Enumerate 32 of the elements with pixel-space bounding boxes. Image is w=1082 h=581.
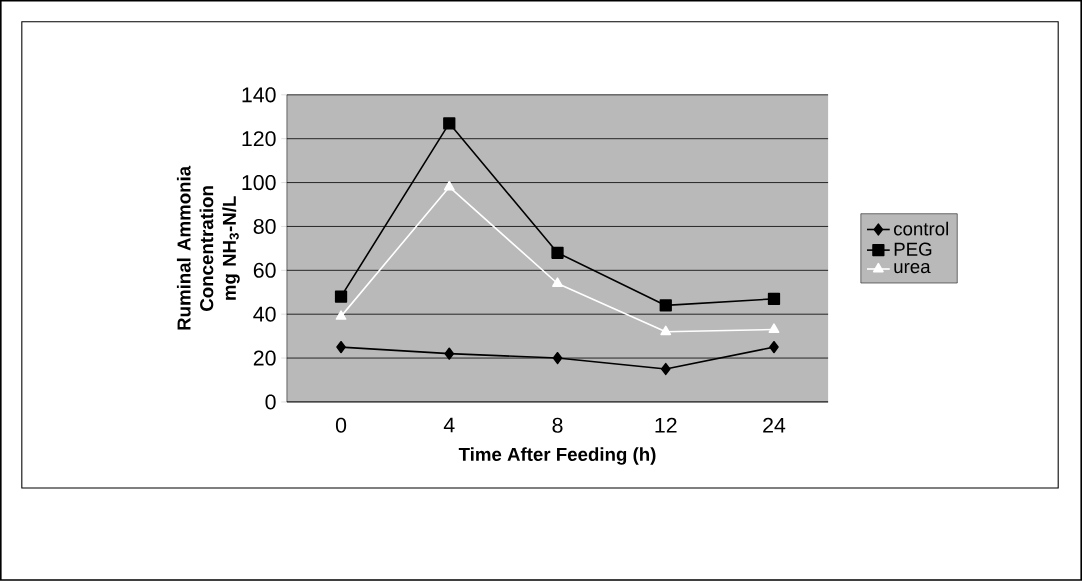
point [336,341,346,354]
y-tick-label: 140 [242,87,276,103]
point [551,246,564,259]
point [767,292,781,306]
point [768,323,780,334]
point [335,310,347,320]
point [660,362,671,376]
y-tick-label: 0 [265,394,276,410]
y-tick-label: 40 [253,306,276,322]
y-tick-label: 120 [242,131,276,147]
y-tick-label: 60 [253,262,276,278]
x-tick-label: 8 [552,417,563,433]
x-axis-title: Time After Feeding (h) [458,447,656,465]
legend-label: PEG [894,242,932,256]
point [443,180,455,191]
point [443,117,456,130]
point [444,347,455,360]
x-tick-label: 0 [335,417,347,433]
point [552,277,563,288]
x-tick-label: 24 [763,417,786,433]
y-tick-label: 20 [253,350,276,366]
point [334,290,348,303]
point [769,341,779,354]
point [552,352,563,365]
y-tick-label: 100 [242,175,276,191]
x-tick-label: 12 [655,417,677,433]
legend-label: control [894,221,949,236]
x-tick-label: 4 [443,417,455,433]
y-tick-label: 80 [253,218,276,235]
legend-label: urea [894,263,931,274]
point [659,299,672,312]
point [660,325,672,336]
